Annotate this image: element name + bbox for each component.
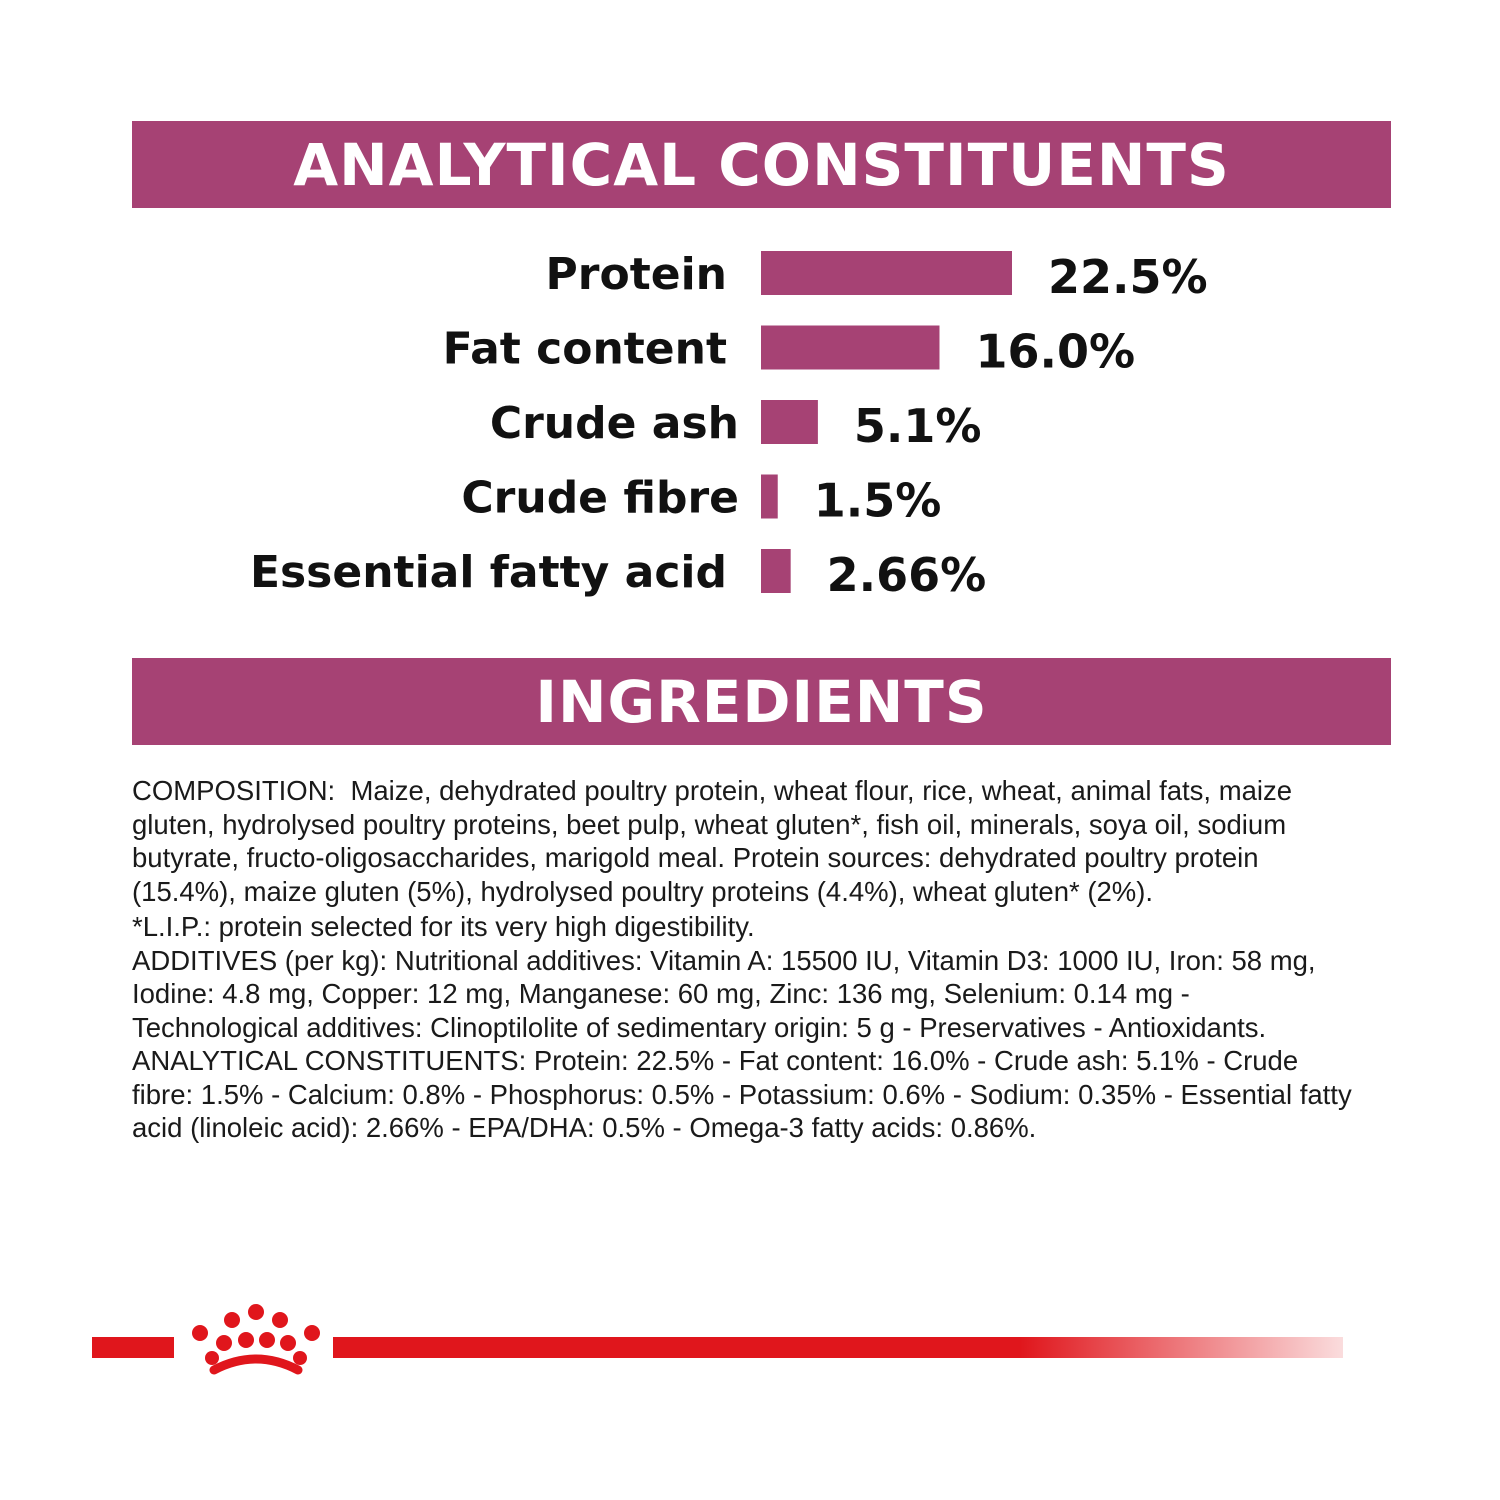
bar-crude-ash [761,400,818,444]
brand-line-right [333,1337,1343,1358]
crown-icon [192,1304,320,1375]
value-label: 22.5% [1048,250,1208,304]
brand-line-left [92,1337,174,1358]
value-label: 2.66% [827,548,987,602]
analytical-paragraph: ANALYTICAL CONSTITUENTS: Protein: 22.5% … [132,1045,1360,1143]
lip-note: *L.I.P.: protein selected for its very h… [132,911,755,942]
analytical-constituents-title: ANALYTICAL CONSTITUENTS [293,130,1230,199]
ingredients-banner: INGREDIENTS [132,658,1391,745]
category-label: Protein [546,249,727,300]
value-label: 1.5% [814,474,942,528]
bar-essential-fatty-acid [761,549,791,593]
analytical-constituents-chart: Protein 22.5% Fat content 16.0% Crude ash 5.1… [250,249,1208,602]
bar-crude-fibre [761,474,778,519]
ingredients-title: INGREDIENTS [535,667,988,736]
category-label: Fat content [443,324,727,375]
value-label: 16.0% [975,325,1135,379]
category-label: Essential fatty acid [250,547,727,598]
bar-protein [761,251,1012,295]
bar-fat-content [761,325,940,370]
analytical-constituents-banner: ANALYTICAL CONSTITUENTS [132,121,1391,208]
category-label: Crude ash [490,398,739,449]
ingredients-text: COMPOSITION: Maize, dehydrated poultry p… [132,774,1362,1145]
category-label: Crude fibre [461,473,739,524]
additives-paragraph: ADDITIVES (per kg): Nutritional additive… [132,944,1324,1043]
value-label: 5.1% [854,399,982,453]
composition-paragraph: COMPOSITION: Maize, dehydrated poultry p… [132,775,1300,907]
